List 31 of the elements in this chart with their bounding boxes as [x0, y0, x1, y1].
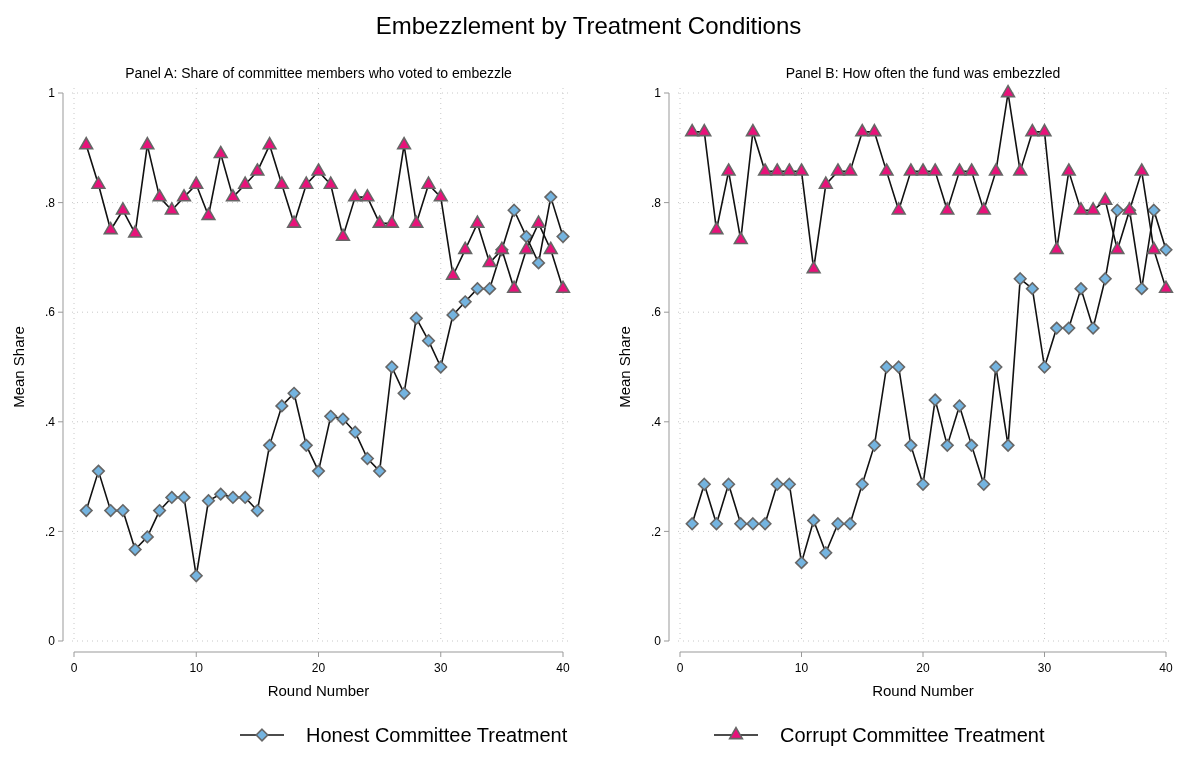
y-axis-title: Mean Share: [10, 326, 27, 408]
x-tick-label: 0: [676, 661, 684, 675]
chart-title: Panel B: How often the fund was embezzled: [785, 65, 1061, 81]
y-tick-label: 1: [48, 86, 56, 101]
y-tick-label: 0: [48, 634, 56, 649]
x-tick-label: 20: [311, 661, 326, 675]
x-tick-label: 40: [556, 661, 570, 675]
y-tick-label: .2: [44, 524, 56, 539]
legend-label: Honest Committee Treatment: [306, 724, 568, 746]
x-tick-label: 20: [916, 661, 930, 675]
y-tick-label: .8: [650, 195, 662, 210]
x-tick-label: 10: [794, 661, 809, 675]
y-tick-label: .6: [650, 305, 662, 320]
text: Embezzlement by Treatment Conditions: [375, 12, 802, 39]
y-tick-label: .2: [650, 524, 662, 539]
y-tick-label: .4: [650, 415, 662, 429]
y-tick-label: 1: [654, 86, 662, 101]
chart-title: Panel A: Share of committee members who voted to embezzle: [125, 65, 513, 81]
y-tick-label: 0: [654, 634, 662, 649]
legend-label: Corrupt Committee Treatment: [780, 724, 1045, 746]
x-tick-label: 40: [1159, 661, 1173, 675]
x-tick-label: 10: [189, 661, 204, 675]
y-axis-title: Mean Share: [616, 326, 633, 408]
x-tick-label: 30: [1037, 661, 1052, 675]
x-axis-title: Round Number: [267, 682, 370, 699]
x-axis-title: Round Number: [872, 682, 974, 699]
y-tick-label: .6: [44, 305, 56, 320]
y-tick-label: .4: [44, 415, 56, 429]
x-tick-label: 30: [434, 661, 448, 675]
y-tick-label: .8: [44, 195, 56, 210]
x-tick-label: 0: [70, 661, 78, 675]
